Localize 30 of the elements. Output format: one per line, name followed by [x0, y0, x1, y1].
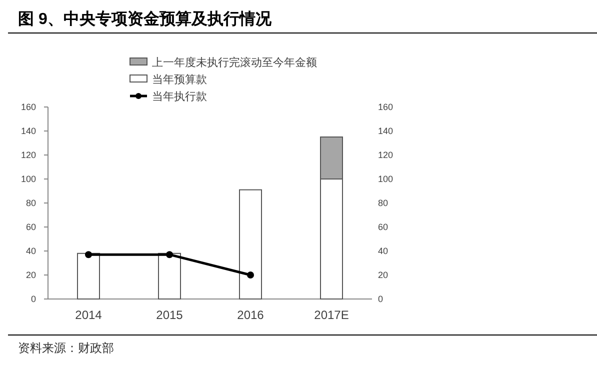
y-tick-label: 160 — [20, 102, 36, 112]
y-tick-label: 100 — [20, 174, 36, 184]
bar — [158, 252, 181, 300]
y2-tick-label: 60 — [378, 222, 388, 232]
x-tick-label: 2014 — [75, 308, 102, 322]
y-tick-label: 140 — [20, 126, 36, 136]
text: 资料来源：财政部 — [18, 341, 114, 355]
y2-tick-label: 120 — [378, 150, 394, 160]
chart-title: 图 9、中央专项资金预算及执行情况 — [18, 10, 272, 28]
bar — [77, 252, 100, 300]
y-tick-label: 80 — [26, 198, 36, 208]
y2-tick-label: 160 — [378, 102, 394, 112]
y-tick-label: 120 — [20, 150, 36, 160]
legend-label: 当年执行款 — [152, 90, 207, 103]
x-tick-label: 2016 — [237, 308, 264, 322]
y-tick-label: 0 — [30, 294, 36, 304]
y-tick-label: 60 — [26, 222, 36, 232]
y2-tick-label: 140 — [378, 126, 394, 136]
x-tick-label: 2017E — [314, 308, 349, 322]
x-tick-label: 2015 — [156, 308, 184, 322]
legend-label: 上一年度未执行完滚动至今年金额 — [152, 56, 317, 69]
y2-tick-label: 20 — [378, 270, 388, 280]
legend-label: 当年预算款 — [152, 74, 207, 86]
y-tick-label: 40 — [26, 246, 36, 256]
bar — [239, 189, 262, 300]
y-tick-label: 20 — [26, 270, 36, 280]
y2-tick-label: 40 — [378, 246, 388, 256]
y2-tick-label: 100 — [378, 174, 394, 184]
y2-tick-label: 80 — [378, 198, 388, 208]
y2-tick-label: 0 — [378, 294, 384, 304]
